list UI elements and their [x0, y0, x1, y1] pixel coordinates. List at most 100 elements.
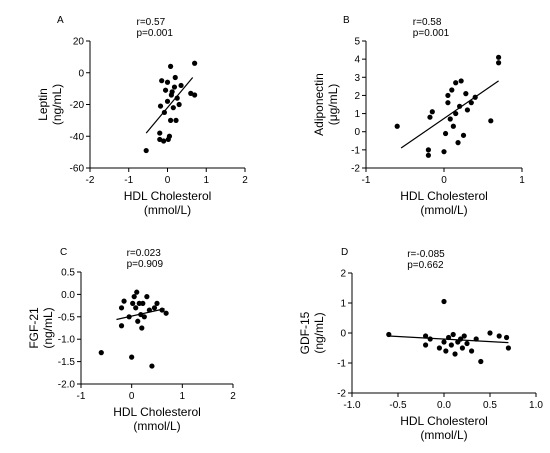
data-point [143, 147, 149, 154]
y-tick-label: 20 [73, 37, 85, 48]
data-point [121, 298, 127, 304]
x-tick-label: 0 [129, 391, 135, 402]
y-axis-unit: (ng/mL) [50, 84, 64, 125]
data-point [472, 94, 478, 100]
y-axis-label: GDF-15 [298, 311, 312, 354]
data-point [427, 114, 433, 120]
panel-c: C -2.0 -1.5 -1.0 -0.5 0.0 0.5 -1 0 1 2 HDL Choleste… [27, 247, 236, 433]
x-tick-label: -2 [86, 175, 95, 186]
data-point [386, 331, 392, 338]
data-point [173, 117, 179, 123]
data-point [129, 354, 135, 360]
data-point [394, 123, 400, 129]
y-tick-label: 1 [340, 299, 346, 310]
data-point [425, 152, 431, 158]
data-point [448, 342, 454, 348]
data-point [140, 300, 146, 306]
data-point [468, 100, 474, 106]
data-point [455, 140, 461, 146]
y-tick-label: 3 [354, 73, 360, 84]
data-point [453, 110, 459, 117]
data-point [159, 307, 165, 313]
data-point [505, 345, 511, 351]
data-point [161, 109, 167, 116]
data-point [447, 116, 453, 122]
data-point [164, 79, 171, 85]
y-tick-label: 4 [354, 55, 360, 66]
x-tick-label: -1.0 [343, 400, 361, 411]
data-point [134, 289, 140, 295]
data-point [133, 305, 139, 311]
y-tick-label: 0 [78, 68, 84, 79]
data-point [487, 330, 493, 336]
x-axis-unit: (mmol/L) [420, 203, 467, 217]
data-point [146, 307, 152, 313]
data-point [450, 123, 456, 129]
data-point [457, 336, 464, 342]
data-point [429, 109, 435, 115]
y-tick-label: 1 [354, 109, 360, 120]
data-point [144, 294, 150, 300]
y-tick-label: -1 [351, 145, 360, 156]
r-value: r=0.58 [413, 17, 442, 28]
data-point [151, 305, 158, 311]
r-value: r=-0.085 [407, 249, 445, 260]
data-point [139, 325, 145, 331]
x-tick-label: 0.0 [437, 400, 451, 411]
p-value: p=0.662 [407, 260, 444, 271]
x-tick-label: 2 [230, 391, 236, 402]
data-point [149, 363, 155, 369]
data-point [469, 348, 475, 354]
p-value: p=0.909 [127, 259, 164, 270]
r-value: r=0.57 [137, 17, 166, 28]
panel-label: B [343, 15, 350, 26]
x-axis-label: HDL Cholesterol [113, 405, 201, 419]
data-point [141, 314, 147, 320]
y-tick-label: 0.0 [61, 290, 75, 301]
data-point [446, 334, 452, 341]
x-tick-label: 2 [242, 175, 248, 186]
data-point [436, 345, 442, 351]
panel-d: D -2 -1 0 1 2 -1.0 -0.5 0.0 0.5 1.0 HDL Cholesterol… [298, 247, 543, 442]
data-point [171, 84, 178, 90]
y-axis-label: FGF-21 [27, 307, 41, 349]
data-point [164, 98, 171, 104]
data-point [496, 333, 502, 339]
data-point [503, 334, 510, 341]
x-axis-unit: (mmol/L) [133, 419, 180, 433]
y-tick-label: -2.0 [58, 380, 76, 391]
data-point [423, 333, 429, 339]
data-point [170, 105, 176, 111]
data-point [441, 298, 447, 305]
data-point [478, 358, 484, 365]
r-value: r=0.023 [127, 248, 162, 259]
data-point [118, 305, 125, 311]
x-tick-label: 0 [441, 175, 447, 186]
data-point [163, 310, 169, 316]
y-tick-label: -40 [70, 132, 85, 143]
x-tick-label: 0.5 [483, 400, 497, 411]
data-point [169, 89, 175, 95]
y-tick-label: -2 [337, 389, 346, 400]
data-point [178, 82, 184, 89]
y-tick-label: 0.5 [61, 268, 75, 279]
x-axis-label: HDL Cholesterol [124, 189, 212, 203]
data-point [452, 351, 458, 357]
y-tick-label: -1.5 [58, 357, 76, 368]
data-point [464, 340, 470, 347]
x-tick-label: -1 [77, 391, 86, 402]
data-point [157, 130, 163, 136]
data-point [458, 78, 464, 84]
data-point [442, 130, 449, 137]
data-point [159, 78, 165, 84]
data-point [488, 118, 494, 124]
y-axis-label: Leptin [36, 88, 50, 121]
panel-a: A -60 -40 -20 0 20 -2 -1 0 1 2 HDL Cholesterol(mmol… [36, 15, 248, 217]
x-axis-unit: (mmol/L) [420, 428, 467, 442]
data-point [157, 103, 164, 109]
data-point [461, 333, 467, 339]
data-point [126, 314, 132, 320]
y-tick-label: 0 [340, 329, 346, 340]
